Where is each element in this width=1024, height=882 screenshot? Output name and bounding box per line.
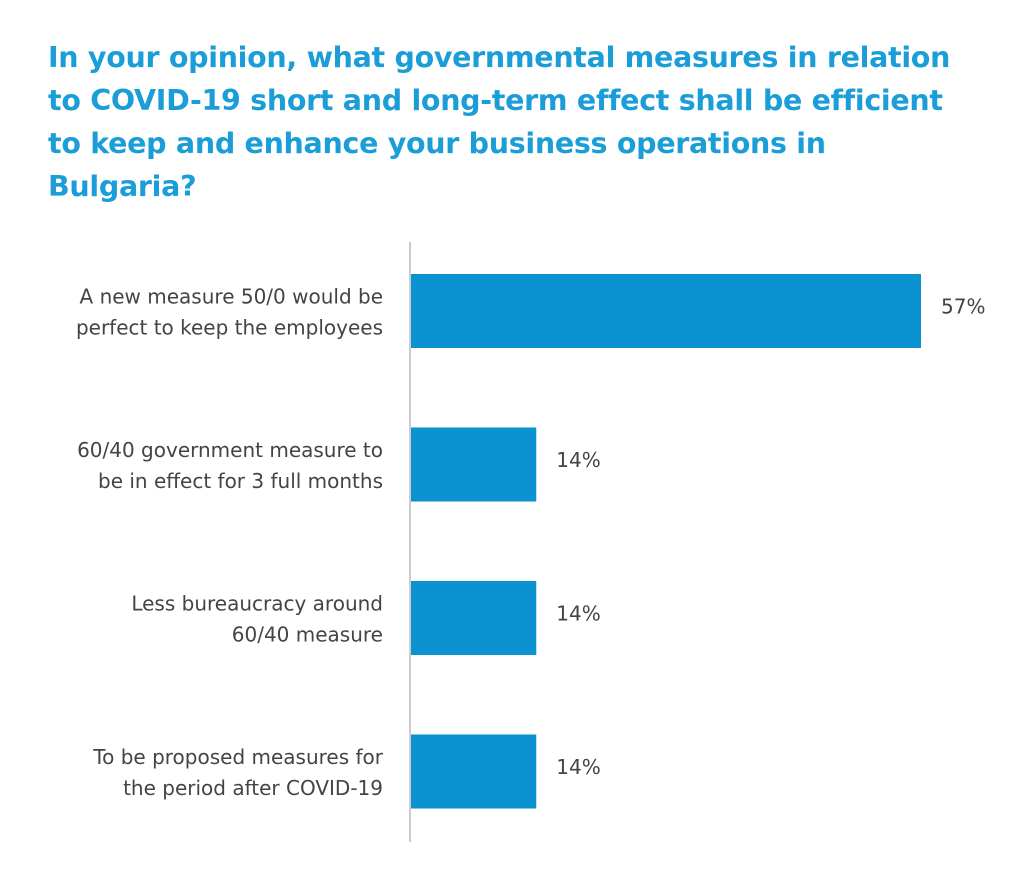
chart-title-line: to keep and enhance your business operat… <box>48 127 826 160</box>
chart-title-line: to COVID-19 short and long-term effect s… <box>48 84 943 117</box>
chart-title-line: In your opinion, what governmental measu… <box>48 41 951 74</box>
value-label: 14% <box>556 448 600 472</box>
bar <box>411 581 537 655</box>
chart-title: In your opinion, what governmental measu… <box>48 36 1008 208</box>
chart-title-line: Bulgaria? <box>48 170 197 203</box>
bar <box>411 734 537 809</box>
bar <box>411 274 921 348</box>
category-label: perfect to keep the employees <box>76 316 383 340</box>
category-label: To be proposed measures for <box>92 745 383 769</box>
category-label: 60/40 government measure to <box>77 438 383 462</box>
category-label: A new measure 50/0 would be <box>80 285 383 309</box>
value-label: 14% <box>556 602 600 626</box>
category-label: be in effect for 3 full months <box>98 469 383 493</box>
value-label: 14% <box>556 755 600 779</box>
category-label: Less bureaucracy around <box>131 592 383 616</box>
value-label: 57% <box>941 295 985 319</box>
category-label: 60/40 measure <box>232 623 383 647</box>
bar <box>411 427 537 502</box>
category-label: the period after COVID-19 <box>123 776 383 800</box>
